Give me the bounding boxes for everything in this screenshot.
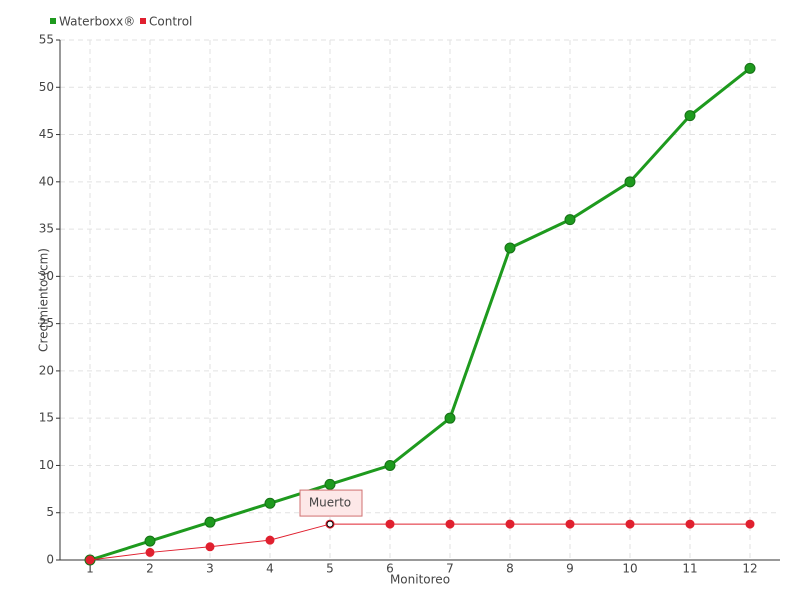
x-tick-label: 1 [86, 562, 94, 576]
x-axis-label: Monitoreo [390, 573, 450, 587]
x-tick-label: 2 [146, 562, 154, 576]
legend-swatch [140, 18, 146, 24]
data-point [384, 459, 396, 471]
y-tick-label: 30 [39, 269, 54, 283]
data-point [204, 516, 216, 528]
data-point [264, 497, 276, 509]
y-tick-label: 0 [46, 553, 54, 567]
x-tick-label: 6 [386, 562, 394, 576]
data-point [145, 547, 155, 557]
y-tick-label: 5 [46, 505, 54, 519]
legend-swatch [50, 18, 56, 24]
data-point [684, 110, 696, 122]
annotated-point [326, 520, 334, 528]
x-tick-label: 4 [266, 562, 274, 576]
legend-label: Waterboxx® [59, 15, 135, 29]
legend-label: Control [149, 15, 192, 29]
y-tick-label: 50 [39, 80, 54, 94]
data-point [685, 519, 695, 529]
data-point [564, 214, 576, 226]
annotation-text: Muerto [309, 496, 351, 510]
x-tick-label: 9 [566, 562, 574, 576]
data-point [565, 519, 575, 529]
x-tick-label: 5 [326, 562, 334, 576]
data-point [444, 412, 456, 424]
annotation-box [299, 489, 363, 517]
data-point [205, 542, 215, 552]
x-tick-label: 3 [206, 562, 214, 576]
data-point [504, 242, 516, 254]
data-point [745, 519, 755, 529]
x-tick-label: 11 [682, 562, 697, 576]
y-tick-label: 35 [39, 222, 54, 236]
data-point [324, 478, 336, 490]
y-tick-label: 55 [39, 33, 54, 47]
data-point [744, 62, 756, 74]
x-tick-label: 10 [622, 562, 637, 576]
y-tick-label: 45 [39, 127, 54, 141]
data-point [505, 519, 515, 529]
series-line [89, 523, 750, 561]
y-tick-label: 40 [39, 174, 54, 188]
x-tick-label: 8 [506, 562, 514, 576]
y-tick-label: 25 [39, 316, 54, 330]
data-point [624, 176, 636, 188]
data-point [625, 519, 635, 529]
y-tick-label: 10 [39, 458, 54, 472]
data-point [144, 535, 156, 547]
data-point [265, 535, 275, 545]
series-line [89, 67, 751, 562]
x-tick-label: 12 [742, 562, 757, 576]
y-tick-label: 20 [39, 363, 54, 377]
data-point [85, 555, 95, 565]
y-tick-label: 15 [39, 411, 54, 425]
x-tick-label: 7 [446, 562, 454, 576]
data-point [385, 519, 395, 529]
data-point [445, 519, 455, 529]
y-axis-label: Crecimiento (cm) [37, 248, 51, 352]
